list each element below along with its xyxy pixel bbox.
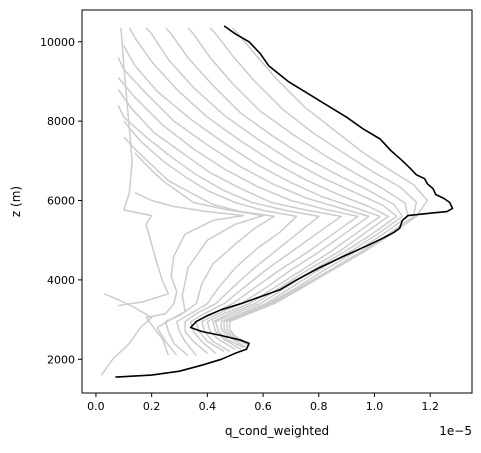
x-tick-label: 0.6 <box>254 400 272 413</box>
x-tick-label: 0.4 <box>199 400 217 413</box>
series-line-t05 <box>123 136 275 356</box>
series-line-highlight <box>115 25 454 378</box>
series-line-t01 <box>100 293 153 376</box>
y-tick-label: 6000 <box>47 195 75 208</box>
series-line-t17 <box>228 27 429 345</box>
series-line-t11 <box>123 45 381 350</box>
series-line-t13 <box>145 27 398 349</box>
plot-frame <box>81 9 473 394</box>
x-tick-label: 1.2 <box>421 400 439 413</box>
y-tick-label: 10000 <box>40 36 75 49</box>
x-axis-label: q_cond_weighted <box>225 424 329 438</box>
y-tick-label: 8000 <box>47 115 75 128</box>
y-axis-label: z (m) <box>9 186 23 217</box>
series-line-t03 <box>134 191 245 356</box>
series-line-t07 <box>117 104 320 354</box>
x-tick-label: 0.0 <box>87 400 105 413</box>
series-line-t10 <box>117 57 370 352</box>
x-tick-label: 0.8 <box>310 400 328 413</box>
series-line-t06 <box>123 120 298 356</box>
plot-area-background <box>82 10 472 393</box>
x-tick-label: 1.0 <box>366 400 384 413</box>
axes-layer: 0.0 0.2 0.4 0.6 0.8 1.0 1.2 2000 4000 6000 8000 100… <box>40 36 439 413</box>
series-line-t16 <box>209 27 418 347</box>
series-line-t14 <box>165 27 404 349</box>
series-line-t08 <box>117 88 342 354</box>
series-line-t12 <box>128 27 390 350</box>
y-tick-label: 4000 <box>47 274 75 287</box>
series-line-t02 <box>118 27 170 307</box>
x-axis-multiplier: 1e−5 <box>439 424 472 438</box>
x-tick-label: 0.2 <box>143 400 161 413</box>
series-layer <box>100 25 454 378</box>
y-tick-label: 2000 <box>47 353 75 366</box>
